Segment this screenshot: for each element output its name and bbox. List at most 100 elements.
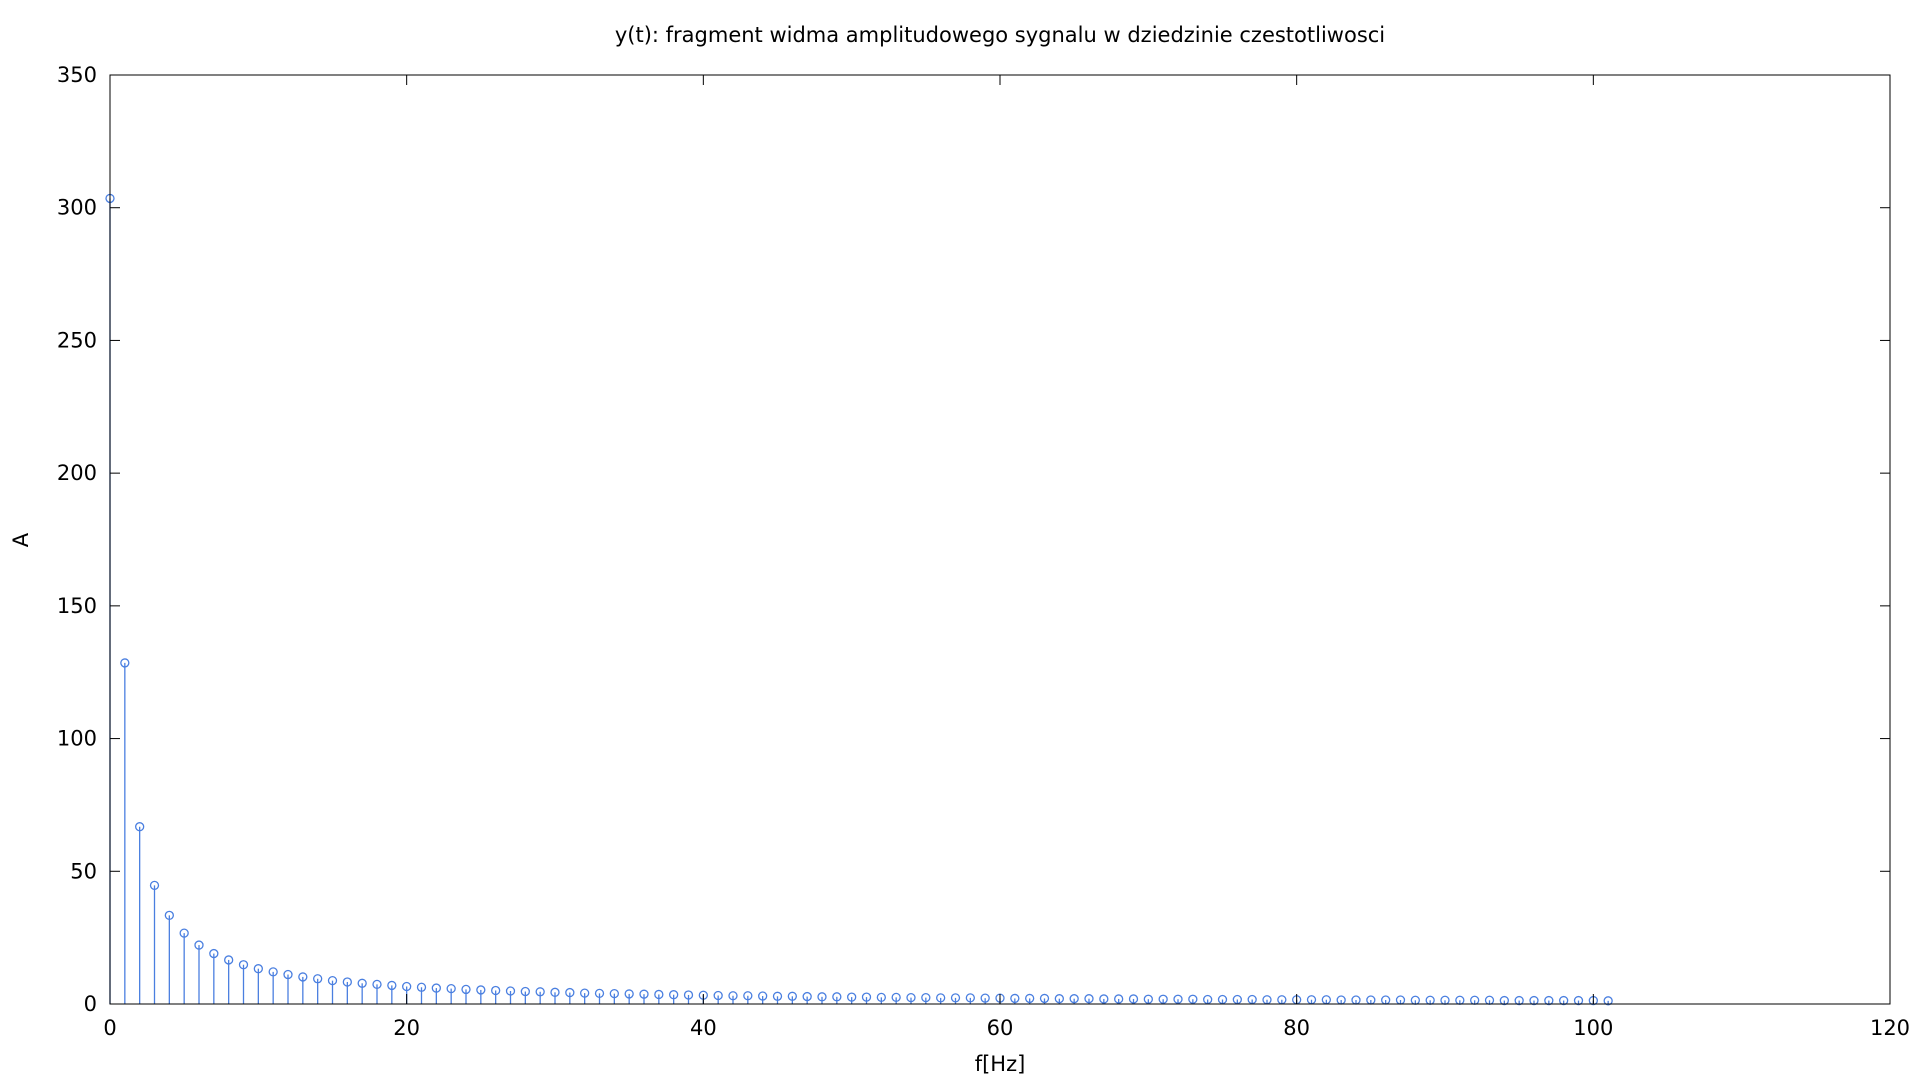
stem-marker [505, 986, 516, 996]
stem-marker [921, 992, 931, 1003]
y-tick-label: 200 [57, 461, 97, 485]
stem-marker [298, 972, 308, 982]
stem-marker [431, 983, 441, 993]
stem-marker [120, 658, 130, 668]
stem-marker [1010, 993, 1020, 1004]
stem-marker [743, 991, 753, 1001]
stem-marker [609, 988, 619, 999]
x-tick-label: 20 [393, 1016, 420, 1040]
y-axis-label: A [9, 532, 33, 547]
tick-layer [109, 74, 1891, 1005]
x-tick-label: 120 [1870, 1016, 1910, 1040]
stem-marker [387, 980, 397, 991]
stem-marker [491, 985, 501, 996]
y-tick-label: 350 [57, 63, 97, 87]
stem-marker [1603, 996, 1613, 1006]
stem-marker [1158, 994, 1168, 1004]
stem-marker [416, 982, 427, 992]
stem-marker [135, 822, 145, 832]
stem-marker [1544, 995, 1554, 1006]
stem-marker [950, 993, 961, 1003]
x-tick-label: 80 [1283, 1016, 1310, 1040]
stem-marker [594, 988, 605, 999]
stem-marker [283, 969, 293, 980]
stem-marker [1499, 995, 1509, 1006]
stem-marker [1143, 994, 1153, 1004]
stem-marker [965, 993, 975, 1003]
stem-marker [149, 880, 160, 891]
x-tick-label: 100 [1573, 1016, 1613, 1040]
y-tick-label: 100 [57, 727, 97, 751]
stem-marker [164, 910, 174, 920]
stem-marker [1203, 994, 1213, 1005]
x-tick-label: 60 [987, 1016, 1014, 1040]
stem-marker [1069, 994, 1079, 1004]
y-tick-label: 150 [57, 594, 97, 618]
x-tick-label: 0 [103, 1016, 116, 1040]
stem-marker [980, 993, 990, 1003]
stem-marker [787, 991, 797, 1001]
stem-marker [832, 992, 842, 1002]
stem-marker [179, 928, 189, 938]
stem-marker [624, 989, 634, 999]
stem-marker [520, 986, 530, 997]
stem-marker [654, 989, 664, 1000]
stem-marker [535, 987, 545, 997]
stem-marker [1025, 993, 1035, 1004]
stem-marker [1573, 995, 1584, 1006]
stem-marker [847, 992, 857, 1002]
tick-label-layer: 0 20 40 60 80 100 120 0 50 100 150 200 250 300 350 [57, 63, 1910, 1040]
stem-marker [1099, 994, 1109, 1004]
stem-marker [1514, 995, 1524, 1006]
stem-marker [402, 981, 412, 992]
stem-marker [327, 975, 338, 986]
stem-marker [1173, 994, 1183, 1004]
stem-marker [1217, 994, 1228, 1005]
stem-marker [936, 993, 946, 1003]
marker-layer [105, 193, 1613, 1006]
stem-marker [565, 987, 575, 998]
y-tick-label: 50 [70, 859, 97, 883]
stem-marker [342, 977, 352, 987]
stem-marker [580, 988, 590, 998]
stem-marker [194, 940, 204, 950]
stem-marker [446, 983, 456, 994]
y-tick-label: 300 [57, 196, 97, 220]
stem-marker [1114, 994, 1124, 1004]
y-tick-label: 0 [84, 992, 97, 1016]
stem-marker [1084, 994, 1094, 1004]
stem-marker [906, 992, 916, 1003]
stem-marker [238, 960, 249, 970]
stem-marker [1232, 994, 1242, 1005]
stem-marker [461, 984, 471, 995]
chart-title: y(t): fragment widma amplitudowego sygna… [615, 23, 1385, 47]
stem-marker [313, 974, 323, 984]
stem-marker [1188, 994, 1198, 1004]
stem-marker [253, 964, 263, 974]
stem-marker [1054, 994, 1064, 1004]
y-tick-label: 250 [57, 328, 97, 352]
plot-frame [109, 74, 1891, 1005]
x-axis-label: f[Hz] [975, 1052, 1026, 1076]
stem-marker [372, 979, 382, 990]
stem-marker [861, 992, 872, 1002]
stem-marker [802, 991, 812, 1002]
stem-marker [639, 989, 649, 999]
stem-marker [817, 992, 827, 1002]
stem-marker [357, 978, 367, 988]
stem-marker [550, 987, 560, 997]
stem-marker [713, 990, 723, 1001]
stem-marker [1128, 994, 1139, 1004]
stem-marker [728, 991, 738, 1001]
stem-marker [758, 991, 768, 1001]
stem-marker [268, 967, 278, 977]
stem-marker [683, 990, 694, 1000]
stem-marker [476, 985, 486, 995]
stem-marker [772, 991, 783, 1001]
stem-marker [1247, 994, 1257, 1005]
stem-marker [1559, 995, 1569, 1006]
stem-layer [109, 198, 1609, 1004]
x-tick-label: 40 [690, 1016, 717, 1040]
stem-marker [1039, 993, 1050, 1004]
